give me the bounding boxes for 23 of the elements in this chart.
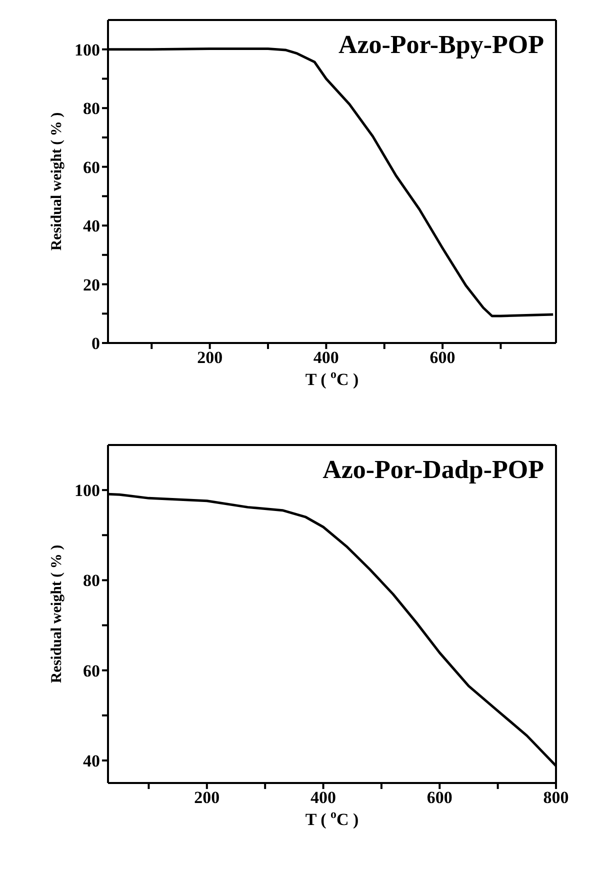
x-tick-label: 600 [430,348,456,368]
x-tick-label: 600 [426,788,452,808]
y-tick-label: 0 [92,334,100,354]
y-tick-label: 20 [83,275,100,294]
y-tick-label: 80 [83,99,100,118]
chart-title: Azo-Por-Dadp-POP [322,455,544,485]
y-axis-title: Residual weight ( % ) [49,112,65,251]
y-tick-label: 100 [74,40,100,60]
x-tick-label: 200 [194,788,220,808]
y-tick-label: 60 [83,661,100,680]
x-tick-label: 800 [543,788,569,808]
y-axis-title: Residual weight ( % ) [49,544,65,684]
y-tick-label: 80 [83,571,100,590]
x-tick-label: 200 [197,348,223,368]
x-axis-title: T ( $^{o}$C ) [305,807,359,829]
y-tick-label: 40 [83,752,100,770]
y-tick-label: 100 [74,481,100,500]
x-tick-label: 400 [310,788,336,808]
chart-title: Azo-Por-Bpy-POP [338,30,544,60]
y-tick-label: 40 [83,216,100,236]
x-axis-title: T ( $^{o}$C ) [305,367,359,389]
x-tick-label: 400 [313,348,339,368]
y-tick-label: 60 [83,158,100,177]
